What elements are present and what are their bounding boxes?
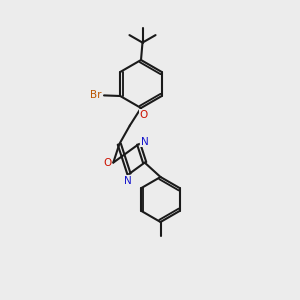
Text: N: N [124, 176, 131, 186]
Text: O: O [139, 110, 148, 120]
Text: Br: Br [91, 90, 102, 100]
Text: O: O [103, 158, 111, 168]
Text: N: N [141, 137, 148, 147]
